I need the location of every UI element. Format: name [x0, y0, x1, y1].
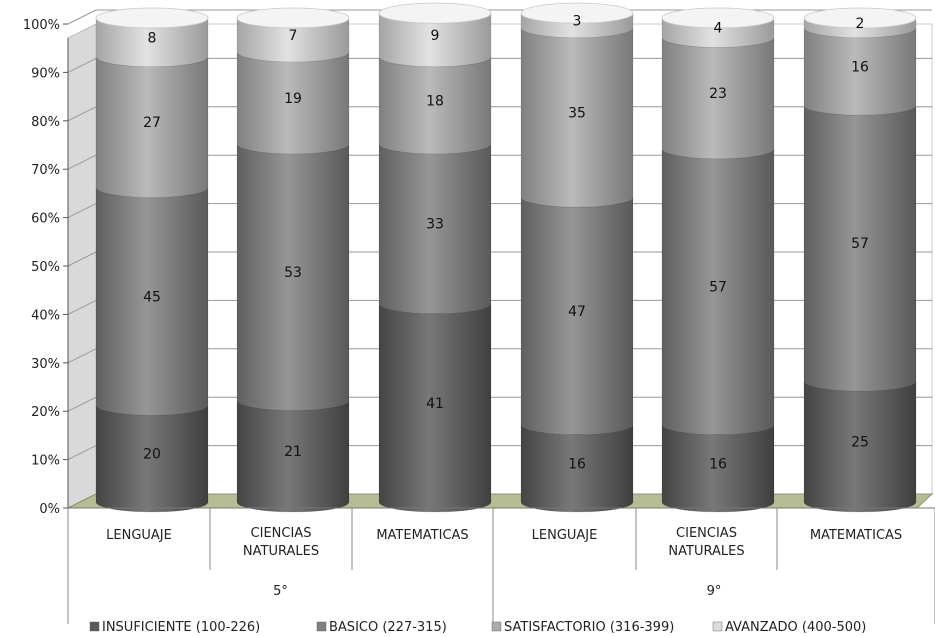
legend-item: INSUFICIENTE (100-226): [89, 620, 260, 635]
data-label: 16: [568, 456, 586, 472]
legend-swatch: [491, 621, 502, 632]
data-label: 2: [856, 16, 865, 32]
data-labels: 20 45 27 8 21 53 19 7 41 33 18 9 16 47 35 3 16 57 23 4 25 57 1…: [143, 13, 869, 472]
y-tick-label: 10%: [31, 454, 60, 469]
y-tick-label: 70%: [31, 163, 60, 178]
bar-4: [520, 2, 634, 513]
bar-top-cap: [378, 2, 492, 24]
gridline-side: [67, 9, 97, 25]
legend-label: INSUFICIENTE (100-226): [102, 620, 260, 635]
data-label: 53: [284, 265, 302, 281]
data-label: 20: [143, 447, 161, 463]
gridline-side: [67, 154, 97, 170]
legend-item: BASICO (227-315): [316, 620, 447, 635]
bar-top-cap: [520, 2, 634, 24]
gridline-side: [67, 251, 97, 267]
data-label: 25: [851, 435, 869, 451]
legend-swatch: [316, 621, 327, 632]
y-axis: 0% 10% 20% 30% 40% 50% 60% 70% 80% 90% 100%: [23, 18, 69, 517]
data-label: 3: [573, 13, 582, 29]
y-tick-label: 100%: [23, 18, 60, 33]
data-label: 57: [851, 236, 869, 252]
bar-2: [236, 7, 350, 513]
legend-label: AVANZADO (400-500): [725, 620, 866, 635]
y-tick-label: 90%: [31, 66, 60, 81]
data-label: 16: [851, 59, 869, 75]
gridlines: [67, 9, 932, 509]
data-label: 47: [568, 304, 586, 320]
data-label: 9: [431, 28, 440, 44]
data-label: 4: [714, 21, 723, 37]
y-tick-label: 50%: [31, 260, 60, 275]
data-label: 57: [709, 280, 727, 296]
back-wall-panel: [95, 23, 933, 495]
x-group-label: 9°: [707, 584, 722, 599]
gridline-side: [67, 203, 97, 219]
y-tick-label: 0%: [39, 502, 60, 517]
data-label: 8: [148, 30, 157, 46]
bar-top-cap: [661, 7, 775, 29]
y-tick-label: 40%: [31, 308, 60, 323]
gridline-side: [67, 106, 97, 122]
bar-top-cap: [236, 7, 350, 29]
data-label: 16: [709, 456, 727, 472]
x-category-label: LENGUAJE: [106, 528, 172, 543]
data-label: 7: [289, 28, 298, 44]
plot-back-wall: [67, 23, 933, 509]
data-label: 23: [709, 86, 727, 102]
y-tick-label: 20%: [31, 405, 60, 420]
left-wall: [67, 23, 97, 509]
bar-1: [95, 7, 209, 513]
bars: [95, 2, 917, 513]
data-label: 21: [284, 444, 302, 460]
y-tick-label: 30%: [31, 357, 60, 372]
legend-item: SATISFACTORIO (316-399): [491, 620, 674, 635]
y-tick-label: 60%: [31, 212, 60, 227]
legend-swatch: [712, 621, 723, 632]
x-category-label: LENGUAJE: [532, 528, 598, 543]
bar-3: [378, 2, 492, 513]
bar-6: [803, 7, 917, 513]
legend: INSUFICIENTE (100-226) BASICO (227-315) SA…: [89, 620, 866, 635]
legend-item: AVANZADO (400-500): [712, 620, 866, 635]
bar-5: [661, 7, 775, 513]
x-category-label: MATEMATICAS: [810, 528, 902, 543]
gridline-side: [67, 348, 97, 364]
data-label: 33: [426, 217, 444, 233]
data-label: 19: [284, 91, 302, 107]
data-label: 27: [143, 115, 161, 131]
data-label: 35: [568, 105, 586, 121]
y-tick-label: 80%: [31, 115, 60, 130]
gridline-side: [67, 299, 97, 315]
bar-top-cap: [803, 7, 917, 29]
x-category-label: MATEMATICAS: [376, 528, 468, 543]
legend-swatch: [89, 621, 100, 632]
legend-label: BASICO (227-315): [329, 620, 447, 635]
gridline-side: [67, 445, 97, 461]
gridline-side: [67, 57, 97, 73]
data-label: 45: [143, 289, 161, 305]
legend-label: SATISFACTORIO (316-399): [504, 620, 674, 635]
x-group-label: 5°: [273, 584, 288, 599]
x-category-label: CIENCIAS NATURALES: [668, 526, 744, 559]
data-label: 41: [426, 396, 444, 412]
bar-top-cap: [95, 7, 209, 29]
x-axis: LENGUAJE CIENCIAS NATURALES MATEMATICAS LENG…: [67, 507, 935, 624]
data-label: 18: [426, 93, 444, 109]
x-category-label: CIENCIAS NATURALES: [243, 526, 319, 559]
gridline-side: [67, 396, 97, 412]
